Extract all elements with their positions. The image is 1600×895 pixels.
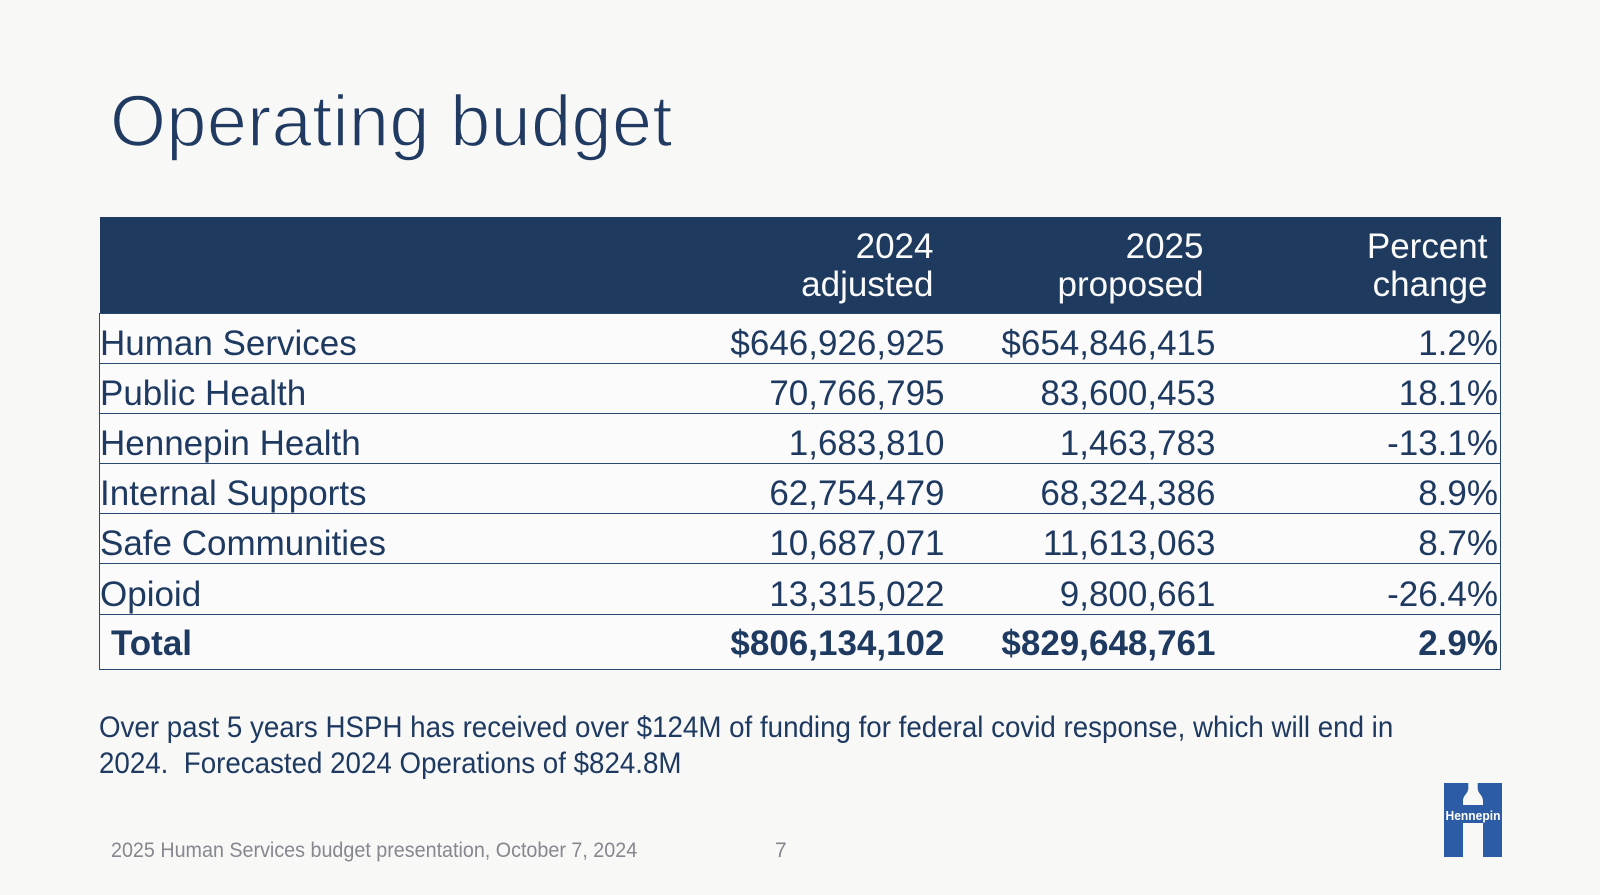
- svg-text:Hennepin: Hennepin: [1446, 809, 1501, 823]
